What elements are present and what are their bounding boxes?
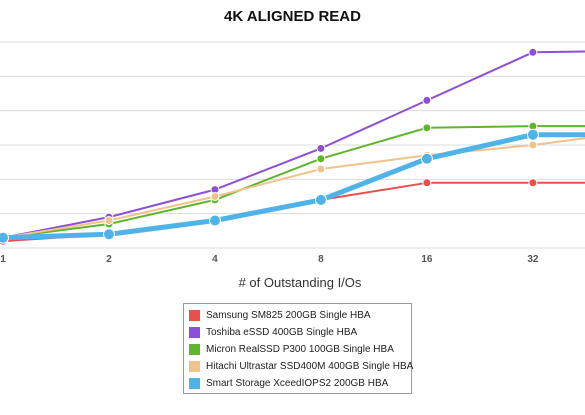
legend-item: Smart Storage XceedIOPS2 200GB HBA <box>189 375 406 392</box>
legend-label: Hitachi Ultrastar SSD400M 400GB Single H… <box>206 361 414 372</box>
legend: Samsung SM825 200GB Single HBA Toshiba eS… <box>183 303 413 394</box>
series-line-group <box>0 137 585 243</box>
legend-label: Micron RealSSD P300 100GB Single HBA <box>206 344 394 355</box>
data-point <box>528 178 538 188</box>
series-layer <box>0 47 585 246</box>
legend-item: Toshiba eSSD 400GB Single HBA <box>189 324 406 341</box>
legend-label: Samsung SM825 200GB Single HBA <box>206 310 371 321</box>
data-point <box>316 164 326 174</box>
data-point <box>528 47 538 57</box>
data-point <box>422 123 432 133</box>
legend-label: Toshiba eSSD 400GB Single HBA <box>206 327 358 338</box>
legend-swatch <box>189 361 200 372</box>
data-point <box>528 140 538 150</box>
data-point <box>422 178 432 188</box>
x-tick-label: 1 <box>0 254 6 265</box>
legend-swatch <box>189 344 200 355</box>
data-point <box>102 228 115 241</box>
data-point <box>422 95 432 105</box>
data-point <box>420 152 433 165</box>
legend-swatch <box>189 310 200 321</box>
legend-item: Samsung SM825 200GB Single HBA <box>189 307 406 324</box>
data-point <box>104 216 114 226</box>
data-point <box>208 214 221 227</box>
legend-swatch <box>189 327 200 338</box>
legend-label: Smart Storage XceedIOPS2 200GB HBA <box>206 378 389 389</box>
data-point <box>526 128 539 141</box>
legend-swatch <box>189 378 200 389</box>
series-line <box>2 132 585 241</box>
x-axis-title: # of Outstanding I/Os <box>239 275 362 290</box>
series-line <box>2 181 585 243</box>
legend-item: Hitachi Ultrastar SSD400M 400GB Single H… <box>189 358 413 375</box>
series-line-group <box>0 128 585 244</box>
x-tick-labels: 1 2 4 8 16 32 <box>0 254 539 265</box>
x-tick-label: 32 <box>527 254 539 265</box>
data-point <box>316 154 326 164</box>
x-tick-label: 8 <box>318 254 324 265</box>
x-tick-label: 16 <box>421 254 433 265</box>
chart-title: 4K ALIGNED READ <box>224 8 361 25</box>
data-point <box>0 231 9 244</box>
data-point <box>316 143 326 153</box>
data-point <box>210 192 220 201</box>
data-point <box>314 193 327 206</box>
legend-item: Micron RealSSD P300 100GB Single HBA <box>189 341 406 358</box>
x-tick-label: 2 <box>106 254 112 265</box>
x-tick-label: 4 <box>212 254 218 265</box>
